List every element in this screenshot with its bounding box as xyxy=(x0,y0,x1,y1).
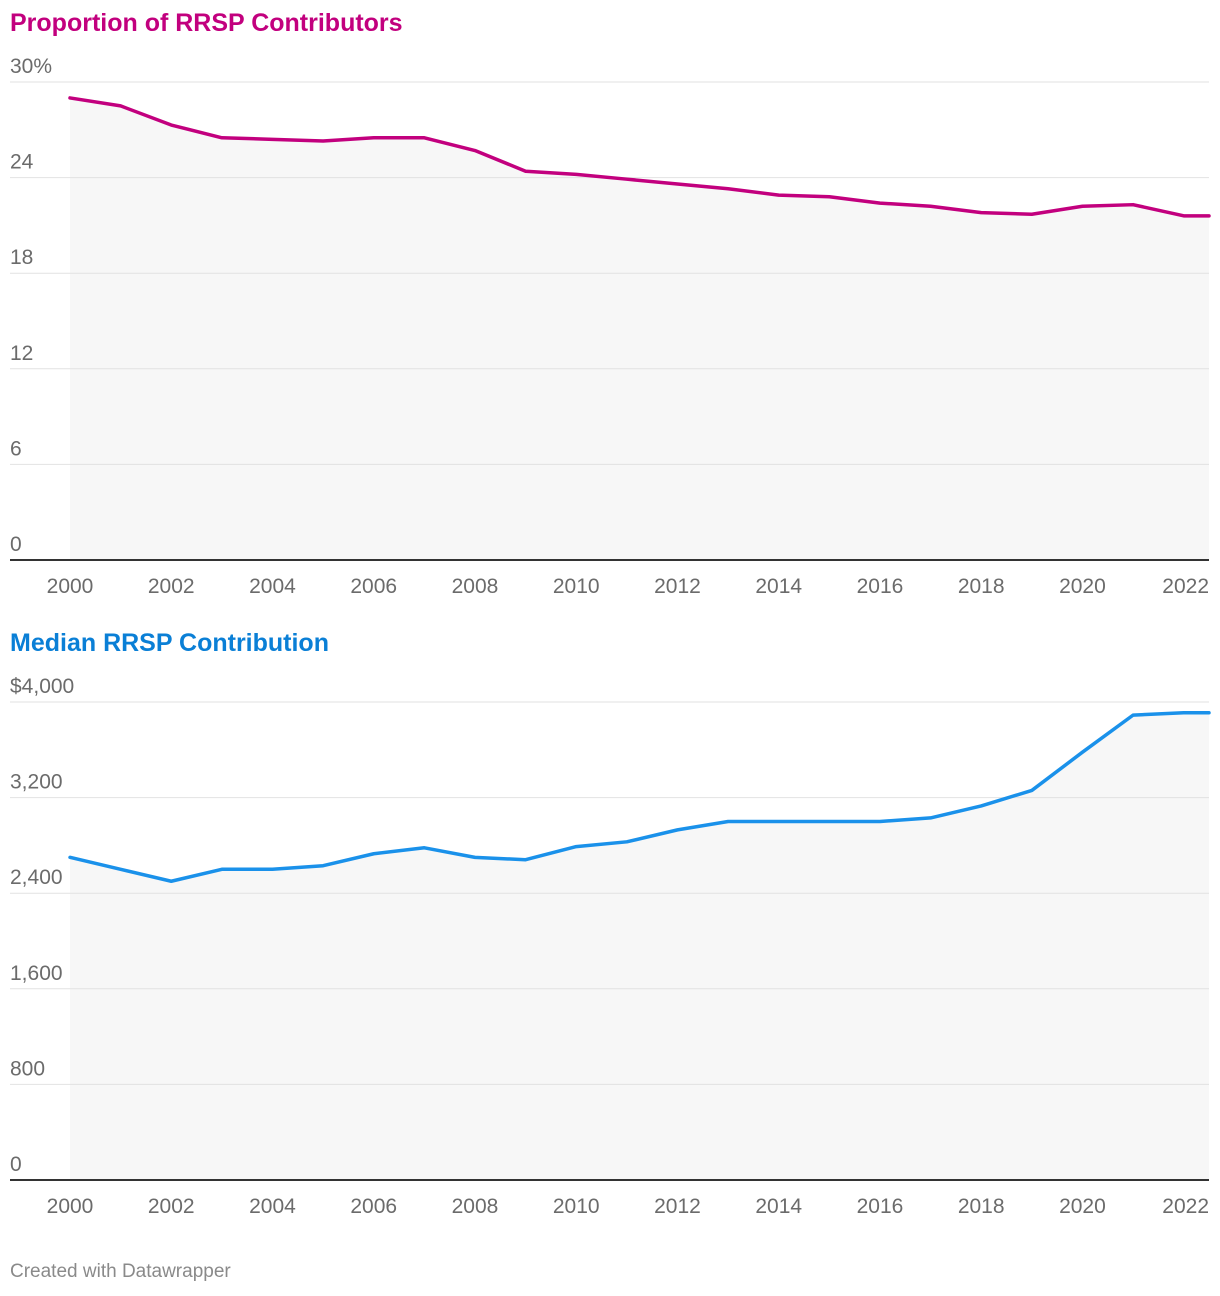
chart-2-x-tick-label: 2010 xyxy=(553,1195,600,1218)
chart-1-x-tick-label: 2018 xyxy=(958,575,1005,598)
datawrapper-credit: Created with Datawrapper xyxy=(10,1261,231,1282)
chart-1-y-tick-label: 24 xyxy=(10,151,34,174)
chart-1-area-fill xyxy=(70,97,1209,560)
chart-2-x-tick-label: 2016 xyxy=(857,1195,904,1218)
chart-2-x-tick-label: 2012 xyxy=(654,1195,701,1218)
chart-2-y-tick-label: 3,200 xyxy=(10,771,63,794)
chart-2-area-fill xyxy=(70,712,1209,1180)
chart-2-y-tick-label: 800 xyxy=(10,1057,45,1080)
chart-1-y-tick-label: 12 xyxy=(10,342,33,365)
chart-1-x-tick-label: 2000 xyxy=(47,575,94,598)
chart-2-x-tick-label: 2008 xyxy=(452,1195,499,1218)
chart-2-x-tick-label: 2018 xyxy=(958,1195,1005,1218)
chart-1-y-tick-label: 6 xyxy=(10,437,22,460)
chart-2-x-tick-label: 2014 xyxy=(755,1195,802,1218)
chart-title-contributors: Proportion of RRSP Contributors xyxy=(10,9,403,37)
chart-2-y-tick-label: 2,400 xyxy=(10,866,63,889)
chart-2-x-tick-label: 2020 xyxy=(1059,1195,1106,1218)
chart-1-x-tick-label: 2004 xyxy=(249,575,296,598)
chart-2-x-tick-label: 2006 xyxy=(350,1195,397,1218)
chart-2-y-tick-label: 0 xyxy=(10,1153,22,1176)
chart-1-x-tick-label: 2022 xyxy=(1162,575,1209,598)
chart-1-x-tick-label: 2010 xyxy=(553,575,600,598)
chart-1-x-tick-label: 2008 xyxy=(452,575,499,598)
chart-1-y-tick-label: 18 xyxy=(10,246,33,269)
chart-2-x-tick-label: 2000 xyxy=(47,1195,94,1218)
chart-contributors-proportion: 0 6 12 18 24 30% 2000 2002 2004 2006 2008 2010 2012 2… xyxy=(10,55,1211,598)
chart-1-x-tick-label: 2002 xyxy=(148,575,195,598)
chart-2-x-tick-label: 2004 xyxy=(249,1195,296,1218)
chart-1-y-tick-label: 0 xyxy=(10,533,22,556)
chart-1-x-tick-label: 2016 xyxy=(857,575,904,598)
chart-1-x-tick-label: 2012 xyxy=(654,575,701,598)
chart-1-x-tick-label: 2020 xyxy=(1059,575,1106,598)
chart-2-y-tick-label: 1,600 xyxy=(10,962,63,985)
chart-median-contribution: 0 800 1,600 2,400 3,200 $4,000 2000 2002 2004 200… xyxy=(10,675,1211,1218)
chart-1-y-tick-label: 30% xyxy=(10,55,52,78)
chart-title-median-contribution: Median RRSP Contribution xyxy=(10,629,329,657)
chart-2-x-tick-label: 2022 xyxy=(1162,1195,1209,1218)
chart-1-x-tick-label: 2006 xyxy=(350,575,397,598)
chart-1-x-tick-label: 2014 xyxy=(755,575,802,598)
chart-2-series-line xyxy=(68,711,1211,883)
chart-1-series-line xyxy=(68,96,1211,218)
chart-2-y-tick-label: $4,000 xyxy=(10,675,74,698)
chart-2-x-tick-label: 2002 xyxy=(148,1195,195,1218)
